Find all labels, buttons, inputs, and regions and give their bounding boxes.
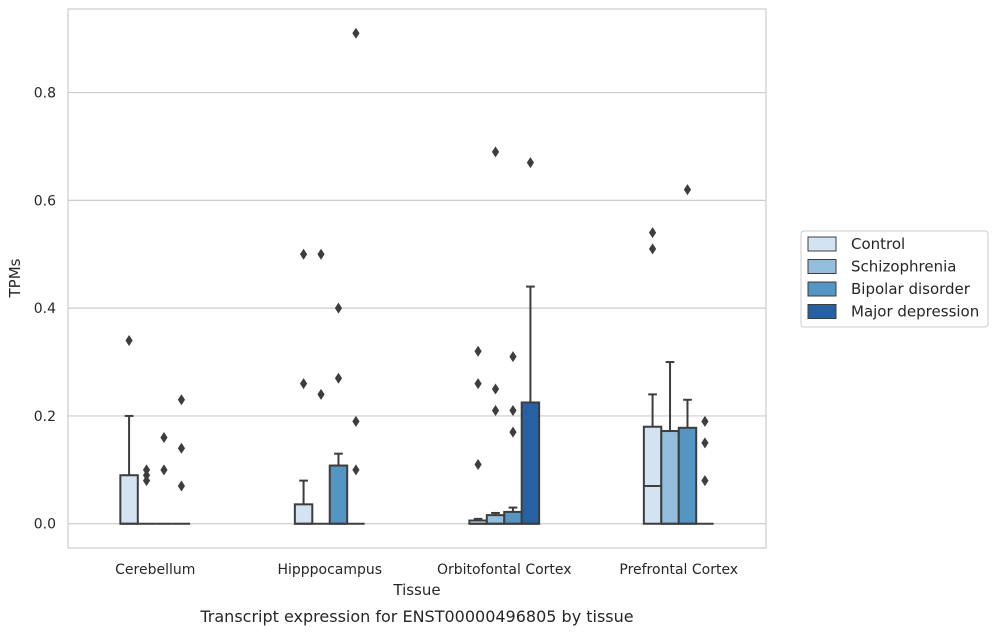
outlier-point — [125, 334, 133, 346]
legend-label: Bipolar disorder — [851, 280, 971, 298]
box-group — [520, 157, 541, 525]
y-tick-label: 0.2 — [34, 409, 56, 425]
outlier-point — [474, 345, 482, 357]
box-group — [347, 27, 365, 525]
outlier-point — [474, 378, 482, 390]
outlier-point — [648, 243, 657, 255]
x-tick-label: Hipppocampus — [277, 562, 382, 578]
outlier-point — [299, 248, 308, 260]
box-group — [503, 351, 523, 525]
box — [660, 430, 680, 525]
box-group — [696, 415, 714, 525]
outlier-point — [317, 248, 325, 260]
outlier-point — [352, 27, 360, 39]
outlier-point — [509, 351, 517, 363]
box — [328, 464, 349, 525]
legend-label: Control — [851, 235, 905, 253]
y-tick-label: 0.6 — [34, 193, 56, 209]
box-group — [312, 248, 330, 525]
x-tick-labels: Cerebellum Hipppocampus Orbitofontal Corte… — [115, 562, 738, 578]
outlier-point — [526, 157, 535, 169]
outlier-point — [177, 480, 186, 492]
outlier-point — [334, 302, 343, 314]
outlier-point — [509, 426, 517, 438]
outlier-point — [160, 464, 168, 476]
legend: Control Schizophrenia Bipolar disorder Majo… — [800, 230, 989, 328]
outlier-point — [474, 458, 482, 470]
legend-label: Schizophrenia — [851, 258, 956, 276]
box — [119, 474, 139, 525]
outlier-point — [701, 475, 709, 487]
outlier-point — [352, 464, 360, 476]
box-group — [642, 227, 663, 525]
outlier-point — [491, 405, 500, 417]
legend-label: Major depression — [851, 303, 979, 321]
y-axis-label: TPMs — [6, 258, 24, 298]
box-group — [293, 248, 314, 525]
y-tick-label: 0.0 — [34, 517, 56, 533]
outlier-point — [177, 394, 186, 406]
outlier-point — [509, 405, 517, 417]
outlier-point — [352, 415, 360, 427]
outlier-point — [299, 378, 308, 390]
box-group — [155, 432, 173, 525]
chart-caption: Transcript expression for ENST0000049680… — [199, 607, 633, 626]
box-group — [677, 184, 698, 525]
outlier-point — [491, 383, 500, 395]
legend-swatch — [807, 259, 837, 274]
outlier-point — [701, 415, 709, 427]
box — [503, 510, 523, 525]
box — [677, 426, 698, 525]
x-tick-label: Cerebellum — [115, 562, 195, 578]
legend-swatch — [807, 304, 837, 319]
outlier-point — [317, 388, 325, 400]
y-tick-label: 0.8 — [34, 86, 56, 102]
outlier-point — [491, 146, 500, 158]
legend-swatch — [807, 281, 837, 297]
y-tick-label: 0.4 — [34, 301, 56, 317]
box — [520, 401, 541, 525]
boxes — [119, 27, 714, 525]
box-group — [137, 464, 156, 525]
outlier-point — [334, 372, 343, 384]
x-tick-label: Orbitofontal Cortex — [437, 562, 572, 578]
box — [293, 503, 314, 525]
y-tick-labels: 0.0 0.2 0.4 0.6 0.8 — [34, 86, 56, 533]
box-group — [172, 394, 191, 525]
x-axis-label: Tissue — [392, 581, 440, 599]
box-group — [328, 302, 349, 525]
outlier-point — [648, 227, 657, 239]
outlier-point — [160, 432, 168, 444]
outlier-point — [177, 442, 186, 454]
legend-frame — [800, 230, 989, 328]
legend-swatch — [807, 236, 837, 252]
outlier-point — [142, 464, 151, 476]
box — [642, 425, 663, 525]
box-group — [119, 334, 139, 525]
outlier-point — [683, 184, 692, 196]
x-tick-label: Prefrontal Cortex — [619, 562, 738, 578]
outlier-point — [701, 437, 709, 449]
box — [485, 514, 506, 525]
